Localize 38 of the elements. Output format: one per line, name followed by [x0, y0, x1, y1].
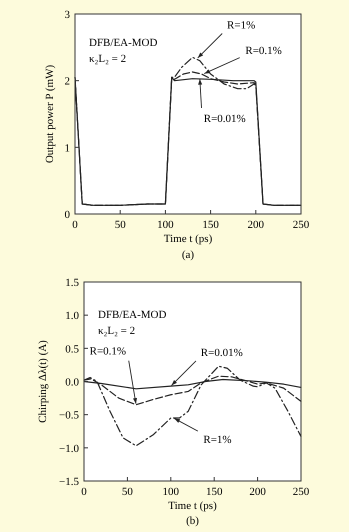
- x-tick-label: 0: [81, 486, 88, 498]
- x-tick-label: 100: [157, 219, 174, 231]
- x-tick-label: 150: [202, 219, 220, 231]
- x-axis-title: Time t (ps): [164, 233, 213, 245]
- x-tick-label: 100: [162, 486, 180, 498]
- x-tick-label: 200: [249, 486, 266, 498]
- text: (a): [182, 249, 194, 261]
- annotation: DFB/EA-MOD: [89, 37, 158, 49]
- y-tick-label: 1.5: [65, 277, 80, 289]
- text: (b): [186, 515, 200, 527]
- y-axis-title: Output power P (mW): [44, 64, 56, 164]
- x-tick-label: 200: [248, 219, 265, 231]
- x-tick-label: 150: [206, 486, 223, 498]
- x-tick-label: 250: [292, 486, 310, 498]
- x-axis-title: Time t (ps): [168, 500, 218, 512]
- y-axis-title: Chirping Δλ(t) (A): [37, 340, 49, 423]
- y-tick-label: 0.0: [65, 376, 80, 388]
- annotation: R=1%: [203, 434, 232, 446]
- annotation: R=0.1%: [245, 45, 282, 57]
- annotation: R=0.01%: [204, 113, 246, 125]
- annotation: R=0.1%: [90, 346, 126, 358]
- annotation: DFB/EA-MOD: [98, 309, 167, 321]
- y-tick-label: 0: [64, 209, 70, 221]
- y-tick-label: −1.0: [59, 442, 80, 455]
- y-tick-label: 1: [64, 142, 70, 154]
- annotation: κ₂L₂ = 2: [98, 325, 136, 337]
- y-tick-label: 1.0: [65, 310, 80, 322]
- x-tick-label: 250: [292, 219, 310, 231]
- y-tick-label: −1.5: [59, 476, 80, 488]
- y-tick-label: −0.5: [59, 410, 80, 422]
- y-tick-label: 3: [64, 9, 70, 21]
- y-tick-label: 2: [64, 76, 70, 88]
- annotation: κ₂L₂ = 2: [89, 53, 126, 65]
- y-tick-label: 0.5: [65, 343, 80, 356]
- x-tick-label: 50: [114, 219, 126, 231]
- annotation: R=0.01%: [200, 347, 243, 360]
- annotation: R=1%: [227, 20, 256, 32]
- x-tick-label: 50: [122, 486, 134, 498]
